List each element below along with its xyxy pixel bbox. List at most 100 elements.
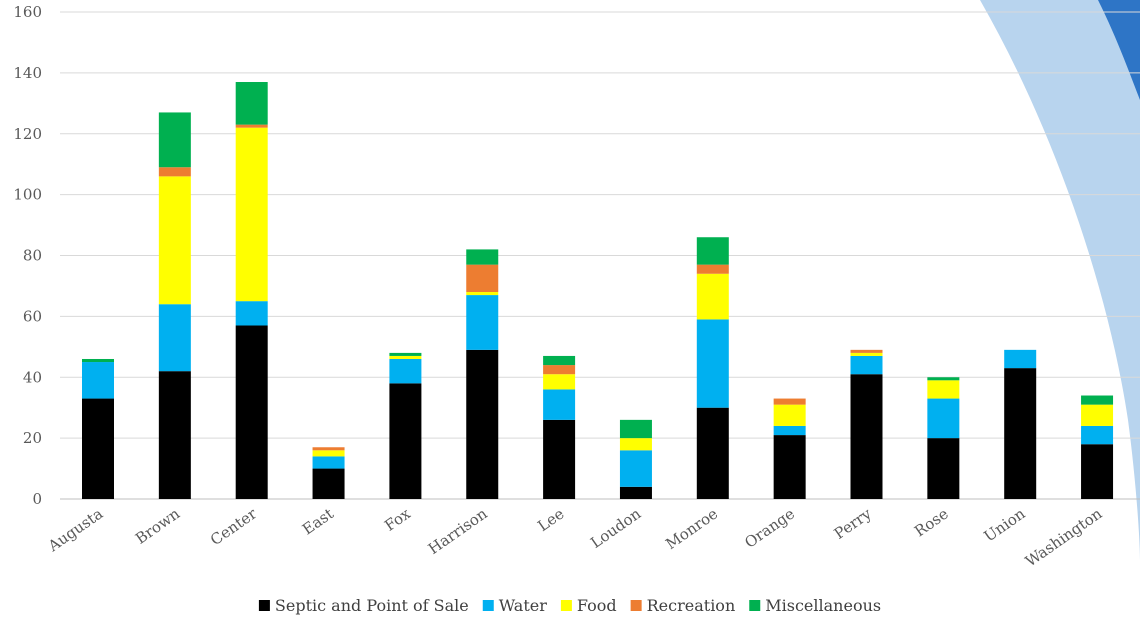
x-label-washington: Washington: [1022, 504, 1106, 570]
bar-washington-miscellaneous: [1081, 395, 1114, 405]
x-label-lee: Lee: [534, 504, 567, 535]
bar-harrison-food: [466, 292, 499, 296]
bar-stack-center: [235, 82, 268, 499]
legend-swatch: [482, 600, 494, 611]
bar-stack-east: [312, 447, 345, 499]
bar-monroe-septic-and-point-of-sale: [696, 407, 729, 499]
bar-perry-food: [850, 352, 883, 356]
x-label-harrison: Harrison: [425, 504, 491, 558]
legend: Septic and Point of Sale Water Food Recreat…: [258, 596, 881, 615]
bar-loudon-miscellaneous: [619, 419, 652, 439]
bar-stack-harrison: [466, 249, 499, 499]
x-label-fox: Fox: [381, 504, 414, 535]
legend-label: Miscellaneous: [765, 596, 881, 615]
bar-washington-septic-and-point-of-sale: [1081, 444, 1114, 499]
legend-item-recreation: Recreation: [630, 596, 736, 615]
x-label-orange: Orange: [741, 504, 798, 551]
bar-stack-brown: [158, 112, 191, 499]
bar-stack-union: [1004, 349, 1037, 499]
bar-brown-septic-and-point-of-sale: [158, 371, 191, 499]
bar-harrison-recreation: [466, 264, 499, 293]
bar-perry-water: [850, 355, 883, 375]
bar-fox-septic-and-point-of-sale: [389, 383, 422, 499]
bar-center-recreation: [235, 124, 268, 128]
bar-fox-miscellaneous: [389, 352, 422, 356]
bar-orange-recreation: [773, 398, 806, 405]
x-label-brown: Brown: [132, 504, 183, 547]
bar-fox-water: [389, 358, 422, 384]
x-label-loudon: Loudon: [587, 504, 644, 552]
legend-swatch: [630, 600, 642, 611]
bar-stack-perry: [850, 349, 883, 499]
bar-loudon-water: [619, 450, 652, 487]
bar-stack-loudon: [619, 419, 652, 499]
legend-swatch: [560, 600, 572, 611]
bar-brown-recreation: [158, 167, 191, 177]
bar-washington-food: [1081, 404, 1114, 426]
bar-lee-miscellaneous: [543, 355, 576, 366]
x-label-rose: Rose: [911, 504, 952, 540]
bar-monroe-recreation: [696, 264, 729, 274]
y-tick-label: 120: [13, 125, 42, 143]
bar-lee-food: [543, 374, 576, 390]
bar-lee-water: [543, 389, 576, 420]
bar-augusta-miscellaneous: [82, 358, 114, 363]
bar-loudon-food: [619, 438, 652, 451]
bar-stack-fox: [389, 352, 422, 499]
bar-rose-food: [927, 380, 960, 399]
y-tick-label: 20: [23, 429, 42, 447]
bar-east-water: [312, 456, 345, 469]
legend-label: Recreation: [647, 596, 736, 615]
bar-harrison-water: [466, 295, 499, 350]
decorative-swoosh: [980, 0, 1140, 560]
bar-stack-orange: [773, 398, 806, 499]
gridlines: [60, 11, 1140, 500]
bar-union-septic-and-point-of-sale: [1004, 368, 1037, 499]
bar-stack-rose: [927, 377, 960, 499]
bar-washington-water: [1081, 425, 1114, 445]
bar-perry-recreation: [850, 349, 883, 353]
legend-swatch: [258, 600, 270, 611]
bar-monroe-water: [696, 319, 729, 408]
bar-center-water: [235, 301, 268, 326]
bar-harrison-septic-and-point-of-sale: [466, 349, 499, 499]
bar-rose-miscellaneous: [927, 377, 960, 381]
y-axis-tick-labels: 0 20 40 60 80 100 120 140 160: [13, 3, 42, 508]
bar-orange-septic-and-point-of-sale: [773, 435, 806, 499]
bar-orange-food: [773, 404, 806, 426]
bar-rose-water: [927, 398, 960, 439]
x-label-perry: Perry: [831, 504, 875, 543]
legend-label: Water: [499, 596, 547, 615]
legend-item-water: Water: [482, 596, 547, 615]
x-label-augusta: Augusta: [44, 505, 106, 556]
bar-augusta-water: [82, 362, 114, 399]
bar-orange-water: [773, 425, 806, 436]
y-tick-label: 60: [23, 307, 42, 325]
bar-center-food: [235, 127, 268, 302]
bar-stack-washington: [1081, 395, 1114, 499]
legend-item-miscellaneous: Miscellaneous: [749, 596, 881, 615]
legend-item-food: Food: [560, 596, 617, 615]
legend-item-septic-and-point-of-sale: Septic and Point of Sale: [258, 596, 469, 615]
x-label-east: East: [299, 505, 337, 539]
bar-east-recreation: [312, 447, 345, 451]
bar-center-miscellaneous: [235, 82, 268, 125]
y-tick-label: 100: [13, 186, 42, 204]
bars: [82, 82, 1114, 499]
bar-east-food: [312, 450, 345, 457]
bar-stack-lee: [543, 355, 576, 499]
bar-stack-monroe: [696, 237, 729, 499]
bar-union-water: [1004, 349, 1037, 369]
bar-loudon-septic-and-point-of-sale: [619, 486, 652, 499]
y-tick-label: 40: [23, 368, 42, 386]
y-tick-label: 80: [23, 247, 42, 265]
legend-swatch: [749, 600, 761, 611]
y-tick-label: 0: [32, 490, 42, 508]
bar-rose-septic-and-point-of-sale: [927, 438, 960, 499]
x-label-monroe: Monroe: [662, 504, 721, 553]
legend-label: Septic and Point of Sale: [275, 596, 469, 615]
y-tick-label: 160: [13, 3, 42, 21]
bar-perry-septic-and-point-of-sale: [850, 374, 883, 499]
bar-lee-recreation: [543, 365, 576, 375]
